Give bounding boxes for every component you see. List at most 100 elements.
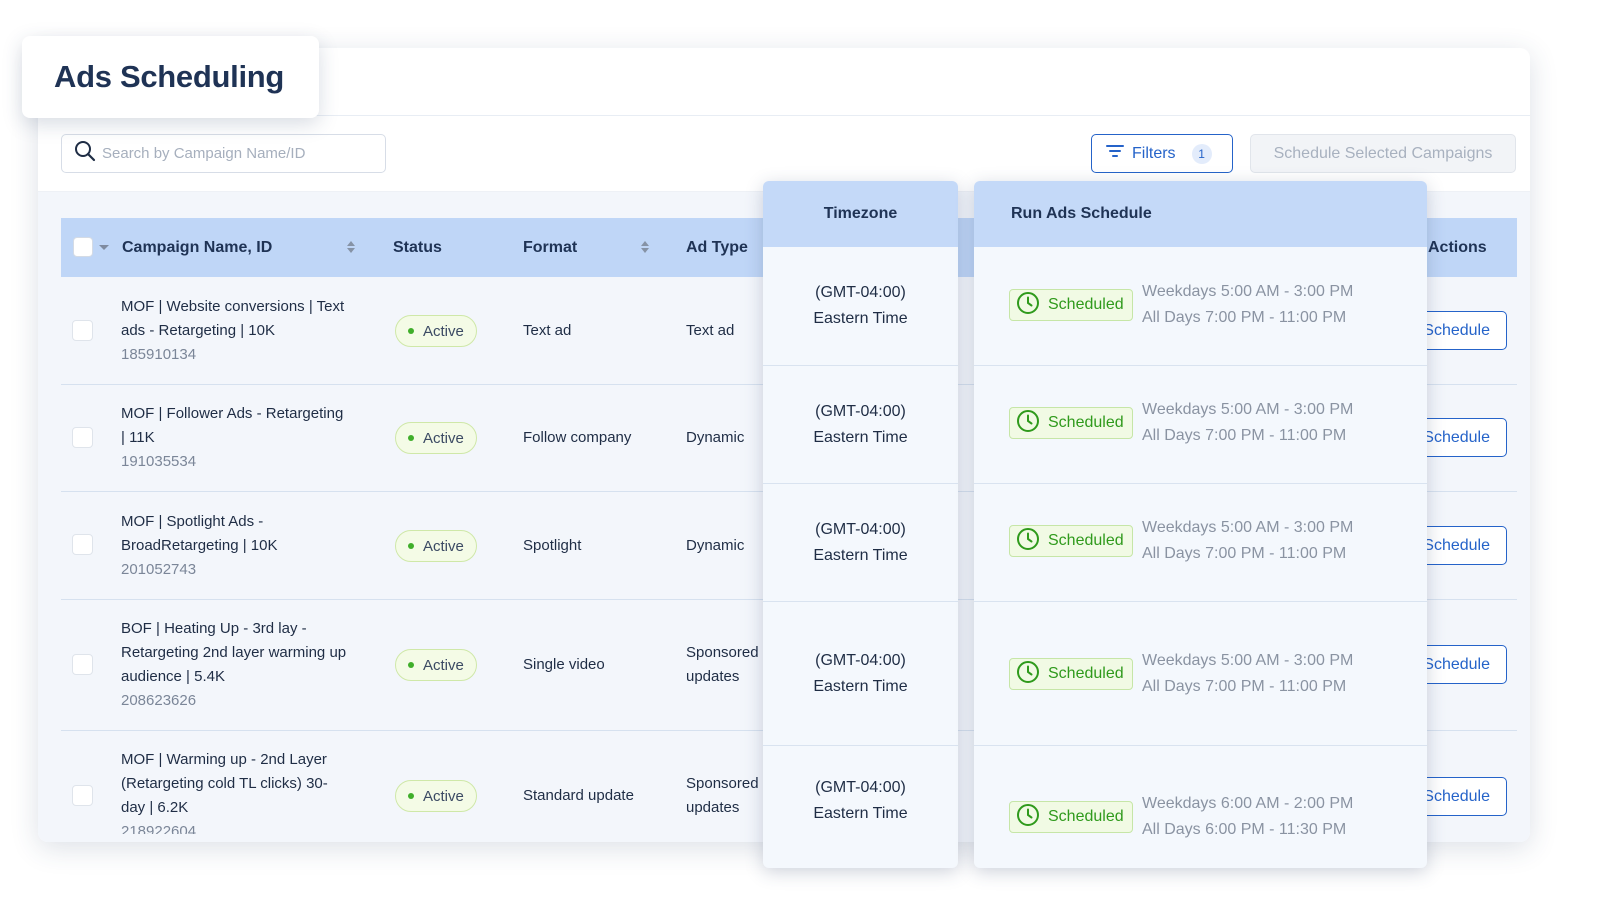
- row-checkbox[interactable]: [72, 654, 93, 675]
- filter-icon: [1106, 144, 1124, 163]
- ad-type-cell: Text ad: [686, 319, 734, 343]
- column-header-format[interactable]: Format: [523, 238, 578, 256]
- status-badge: Active: [395, 780, 477, 812]
- schedule-times: Weekdays 6:00 AM - 2:00 PM All Days 6:00…: [1142, 791, 1353, 843]
- row-checkbox[interactable]: [72, 785, 93, 806]
- run-schedule-column-card: Run Ads Schedule Scheduled Weekdays 5:00…: [974, 181, 1427, 868]
- status-badge: Active: [395, 649, 477, 681]
- campaign-name: (Retargeting cold TL clicks) 30-: [121, 775, 328, 792]
- ad-type-line: Dynamic: [686, 537, 745, 554]
- scheduled-badge: Scheduled: [1009, 407, 1133, 439]
- select-all-checkbox[interactable]: [73, 237, 93, 257]
- campaign-name: Retargeting 2nd layer warming up: [121, 644, 347, 661]
- search-box[interactable]: [61, 134, 386, 173]
- search-icon: [74, 140, 96, 167]
- status-label: Active: [423, 429, 464, 447]
- schedule-selected-campaigns-button[interactable]: Schedule Selected Campaigns: [1250, 134, 1516, 173]
- status-label: Active: [423, 787, 464, 805]
- campaign-name: audience | 5.4K: [121, 668, 225, 685]
- schedule-times: Weekdays 5:00 AM - 3:00 PM All Days 7:00…: [1142, 515, 1353, 567]
- ad-type-line: Dynamic: [686, 429, 745, 446]
- campaign-name: MOF | Spotlight Ads -: [121, 513, 264, 530]
- schedule-line: Weekdays 5:00 AM - 3:00 PM: [1142, 283, 1354, 300]
- timezone-cell: (GMT-04:00) Eastern Time: [763, 746, 958, 856]
- column-header-ad-type: Ad Type: [686, 238, 748, 256]
- format-cell: Standard update: [523, 787, 634, 804]
- campaign-name: BOF | Heating Up - 3rd lay -: [121, 620, 307, 637]
- schedule-line: Weekdays 6:00 AM - 2:00 PM: [1142, 795, 1354, 812]
- sort-icon[interactable]: [347, 241, 355, 253]
- column-header-actions: Actions: [1428, 238, 1487, 256]
- clock-icon: [1016, 527, 1040, 556]
- filters-count-badge: 1: [1191, 143, 1212, 164]
- timezone-cell: (GMT-04:00) Eastern Time: [763, 366, 958, 484]
- scheduled-label: Scheduled: [1048, 296, 1124, 313]
- run-schedule-cell: Scheduled Weekdays 5:00 AM - 3:00 PM All…: [974, 602, 1427, 746]
- scheduled-label: Scheduled: [1048, 808, 1124, 825]
- schedule-times: Weekdays 5:00 AM - 3:00 PM All Days 7:00…: [1142, 397, 1353, 449]
- clock-icon: [1016, 803, 1040, 832]
- schedule-line: Weekdays 5:00 AM - 3:00 PM: [1142, 401, 1354, 418]
- campaign-name: | 11K: [121, 429, 155, 446]
- filters-label: Filters: [1132, 144, 1176, 162]
- column-header-campaign[interactable]: Campaign Name, ID: [122, 238, 273, 256]
- timezone-name: Eastern Time: [813, 805, 908, 822]
- scheduled-badge: Scheduled: [1009, 801, 1133, 833]
- schedule-line: Weekdays 5:00 AM - 3:00 PM: [1142, 652, 1354, 669]
- status-dot: [408, 435, 414, 441]
- status-dot: [408, 793, 414, 799]
- campaign-name: day | 6.2K: [121, 799, 189, 816]
- format-cell: Text ad: [523, 322, 572, 339]
- timezone-cell: (GMT-04:00) Eastern Time: [763, 602, 958, 746]
- ad-type-cell: Dynamic: [686, 426, 744, 450]
- schedule-line: All Days 7:00 PM - 11:00 PM: [1142, 427, 1347, 444]
- column-header-timezone: Timezone: [763, 181, 958, 247]
- status-label: Active: [423, 322, 464, 340]
- status-label: Active: [423, 656, 464, 674]
- campaign-cell: BOF | Heating Up - 3rd lay - Retargeting…: [121, 617, 371, 713]
- campaign-id: 185910134: [121, 346, 197, 363]
- timezone-column-card: Timezone (GMT-04:00) Eastern Time (GMT-0…: [763, 181, 958, 868]
- run-schedule-cell: Scheduled Weekdays 5:00 AM - 3:00 PM All…: [974, 247, 1427, 366]
- timezone-offset: (GMT-04:00): [815, 651, 906, 669]
- filters-button[interactable]: Filters 1: [1091, 134, 1233, 173]
- scheduled-badge: Scheduled: [1009, 525, 1133, 557]
- campaign-name: MOF | Follower Ads - Retargeting: [121, 405, 344, 422]
- scheduled-badge: Scheduled: [1009, 289, 1133, 321]
- campaign-name: MOF | Website conversions | Text: [121, 298, 345, 315]
- row-checkbox[interactable]: [72, 534, 93, 555]
- campaign-cell: MOF | Follower Ads - Retargeting | 11K 1…: [121, 402, 371, 474]
- ad-type-line: Sponsored: [686, 775, 759, 792]
- row-checkbox[interactable]: [72, 320, 93, 341]
- schedule-times: Weekdays 5:00 AM - 3:00 PM All Days 7:00…: [1142, 648, 1353, 700]
- campaign-name: ads - Retargeting | 10K: [121, 322, 275, 339]
- chevron-down-icon[interactable]: [99, 245, 109, 250]
- search-input[interactable]: [102, 145, 372, 162]
- campaign-id: 218922604: [121, 823, 197, 834]
- schedule-line: All Days 6:00 PM - 11:30 PM: [1142, 821, 1347, 838]
- campaign-name: MOF | Warming up - 2nd Layer: [121, 751, 327, 768]
- schedule-line: All Days 7:00 PM - 11:00 PM: [1142, 678, 1347, 695]
- row-checkbox[interactable]: [72, 427, 93, 448]
- ad-type-line: updates: [686, 668, 740, 685]
- schedule-line: All Days 7:00 PM - 11:00 PM: [1142, 309, 1347, 326]
- column-header-status: Status: [393, 238, 442, 256]
- run-schedule-cell: Scheduled Weekdays 5:00 AM - 3:00 PM All…: [974, 484, 1427, 602]
- clock-icon: [1016, 291, 1040, 320]
- timezone-offset: (GMT-04:00): [815, 520, 906, 538]
- ad-type-line: updates: [686, 799, 740, 816]
- status-badge: Active: [395, 315, 477, 347]
- timezone-cell: (GMT-04:00) Eastern Time: [763, 484, 958, 602]
- status-badge: Active: [395, 530, 477, 562]
- scheduled-label: Scheduled: [1048, 532, 1124, 549]
- ad-type-cell: Sponsored updates: [686, 772, 759, 820]
- format-cell: Single video: [523, 656, 605, 673]
- card-header: [38, 48, 1530, 116]
- sort-icon[interactable]: [641, 241, 649, 253]
- run-schedule-cell: Scheduled Weekdays 5:00 AM - 3:00 PM All…: [974, 366, 1427, 484]
- status-badge: Active: [395, 422, 477, 454]
- timezone-offset: (GMT-04:00): [815, 402, 906, 420]
- page-title: Ads Scheduling: [54, 59, 285, 94]
- status-dot: [408, 543, 414, 549]
